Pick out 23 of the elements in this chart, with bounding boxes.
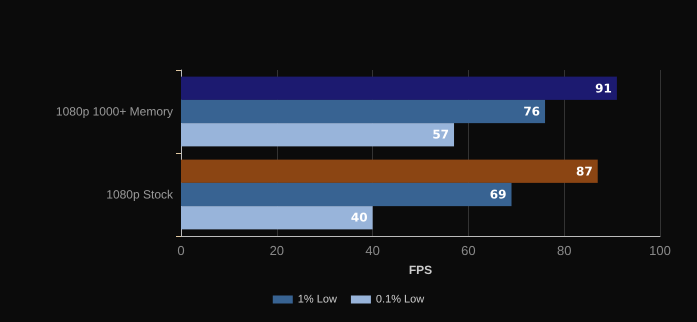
y-tick-label: 1080p 1000+ Memory bbox=[56, 104, 173, 118]
bar bbox=[181, 76, 617, 100]
x-tick-label: 20 bbox=[270, 243, 284, 258]
x-tick-label: 80 bbox=[556, 243, 572, 258]
data-label: 76 bbox=[523, 104, 540, 118]
data-label: 69 bbox=[490, 188, 507, 202]
bar bbox=[181, 100, 546, 124]
bar bbox=[181, 182, 512, 206]
y-tick-label: 1080p Stock bbox=[106, 188, 174, 202]
x-tick-label: 100 bbox=[649, 243, 671, 258]
x-tick-label: 60 bbox=[461, 243, 476, 258]
data-label: 87 bbox=[576, 164, 593, 178]
data-label: 91 bbox=[595, 81, 612, 96]
legend-label: 1% Low bbox=[298, 294, 337, 306]
data-label: 40 bbox=[350, 210, 368, 225]
bar bbox=[181, 160, 598, 183]
legend-label: 0.1% Low bbox=[376, 294, 424, 306]
x-axis-title: FPS bbox=[408, 263, 432, 277]
bar bbox=[181, 123, 454, 146]
x-tick-label: 40 bbox=[365, 243, 380, 258]
data-label: 57 bbox=[432, 128, 450, 142]
bar bbox=[181, 206, 373, 230]
x-tick-label: 0 bbox=[177, 243, 185, 258]
